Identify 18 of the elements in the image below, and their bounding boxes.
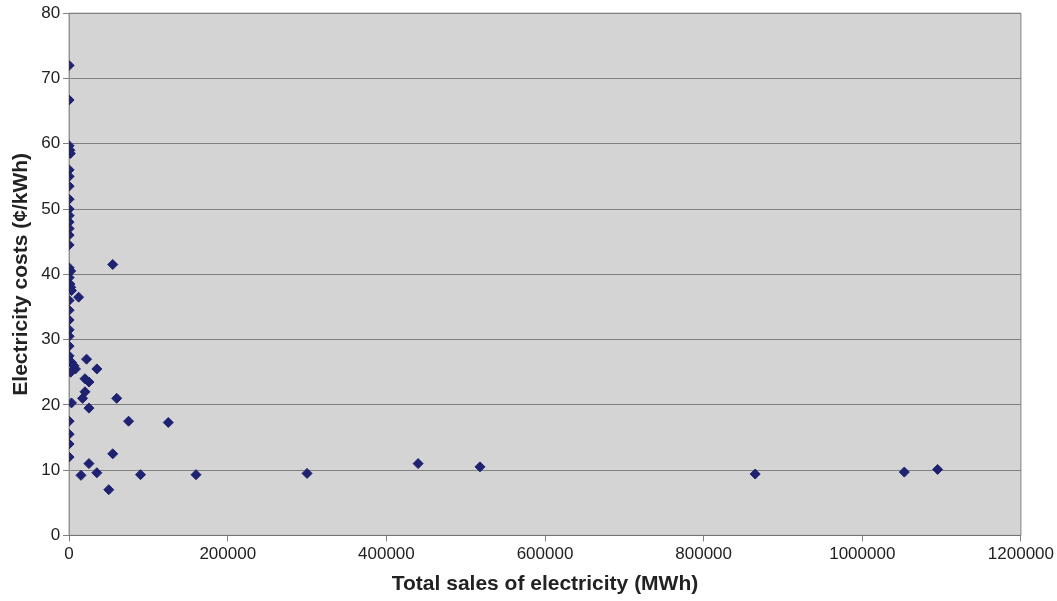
x-axis-title: Total sales of electricity (MWh): [391, 571, 699, 595]
y-axis-title: Electricity costs (¢/kWh): [8, 152, 32, 396]
x-tick-label: 600000: [516, 544, 574, 564]
y-tick-label: 70: [41, 68, 61, 88]
x-tick-label: 0: [64, 544, 74, 564]
x-tick-label: 200000: [199, 544, 257, 564]
y-tick-label: 80: [41, 2, 61, 22]
y-tick-label: 50: [41, 198, 61, 218]
x-tick-label: 1200000: [987, 544, 1054, 564]
y-tick-label: 0: [50, 525, 61, 545]
x-tick-label: 400000: [358, 544, 415, 564]
y-tick-label: 40: [41, 263, 61, 283]
x-tick-label: 1000000: [829, 544, 896, 564]
y-tick-label: 10: [41, 459, 61, 479]
y-tick-label: 20: [41, 394, 61, 414]
y-tick-label: 60: [41, 133, 61, 153]
y-tick-label: 30: [41, 329, 61, 349]
x-tick-label: 800000: [675, 544, 733, 564]
